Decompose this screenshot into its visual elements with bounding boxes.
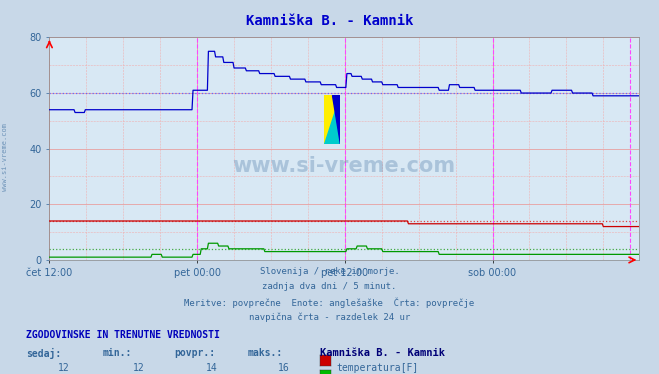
Text: ZGODOVINSKE IN TRENUTNE VREDNOSTI: ZGODOVINSKE IN TRENUTNE VREDNOSTI <box>26 330 220 340</box>
Text: temperatura[F]: temperatura[F] <box>336 363 418 373</box>
Text: www.si-vreme.com: www.si-vreme.com <box>233 156 456 177</box>
Text: min.:: min.: <box>102 348 132 358</box>
Text: Kamniška B. - Kamnik: Kamniška B. - Kamnik <box>320 348 445 358</box>
Polygon shape <box>331 95 340 144</box>
Text: Meritve: povprečne  Enote: anglešaške  Črta: povprečje: Meritve: povprečne Enote: anglešaške Črt… <box>185 297 474 308</box>
Text: zadnja dva dni / 5 minut.: zadnja dva dni / 5 minut. <box>262 282 397 291</box>
Text: 14: 14 <box>206 363 217 373</box>
Text: navpična črta - razdelek 24 ur: navpična črta - razdelek 24 ur <box>249 312 410 322</box>
Text: www.si-vreme.com: www.si-vreme.com <box>2 123 9 191</box>
Text: Kamniška B. - Kamnik: Kamniška B. - Kamnik <box>246 14 413 28</box>
Polygon shape <box>324 95 340 144</box>
Polygon shape <box>324 95 340 144</box>
Text: 12: 12 <box>133 363 145 373</box>
Text: 16: 16 <box>278 363 290 373</box>
Text: Slovenija / reke in morje.: Slovenija / reke in morje. <box>260 267 399 276</box>
Text: sedaj:: sedaj: <box>26 348 61 359</box>
Text: maks.:: maks.: <box>247 348 282 358</box>
Text: 12: 12 <box>57 363 69 373</box>
Text: povpr.:: povpr.: <box>175 348 215 358</box>
